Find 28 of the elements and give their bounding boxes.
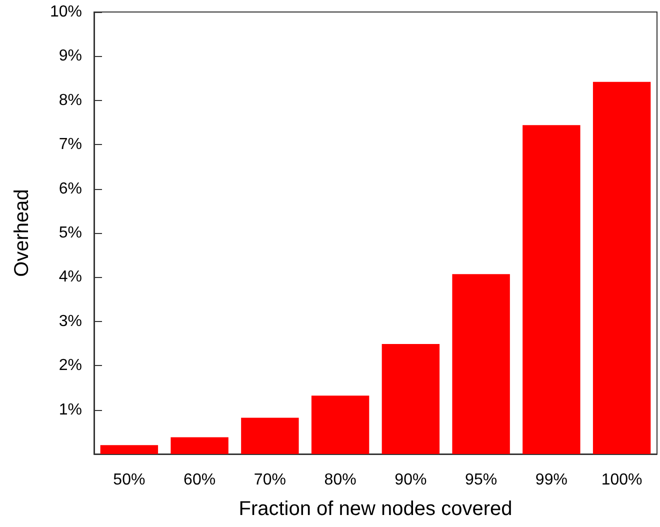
x-tick-label: 90% <box>394 472 427 488</box>
x-tick-label: 50% <box>113 472 146 488</box>
y-tick-label: 2% <box>58 357 82 374</box>
x-axis-title: Fraction of new nodes covered <box>238 498 512 520</box>
y-tick-label: 8% <box>58 92 82 109</box>
bar <box>241 418 299 454</box>
y-tick-label: 9% <box>58 48 82 65</box>
bar <box>592 82 651 454</box>
x-tick-label: 95% <box>465 472 498 488</box>
bar <box>311 396 370 454</box>
x-tick-label: 80% <box>324 472 356 488</box>
y-tick-label: 4% <box>58 268 82 286</box>
y-tick-label: 1% <box>58 401 82 418</box>
y-tick-label: 10% <box>50 4 82 20</box>
bar <box>382 344 440 454</box>
bar <box>522 125 580 454</box>
y-tick-label: 6% <box>58 180 82 198</box>
y-tick-label: 3% <box>58 312 82 330</box>
x-tick-label: 100% <box>601 472 642 488</box>
x-tick-label: 99% <box>535 472 568 488</box>
bar <box>100 445 158 454</box>
bar <box>170 437 228 454</box>
bar <box>452 274 510 454</box>
y-axis-title: Overhead <box>11 189 33 277</box>
y-tick-label: 5% <box>58 224 82 242</box>
x-tick-label: 70% <box>254 472 286 488</box>
y-tick-label: 7% <box>58 136 82 154</box>
x-tick-label: 60% <box>184 472 216 488</box>
